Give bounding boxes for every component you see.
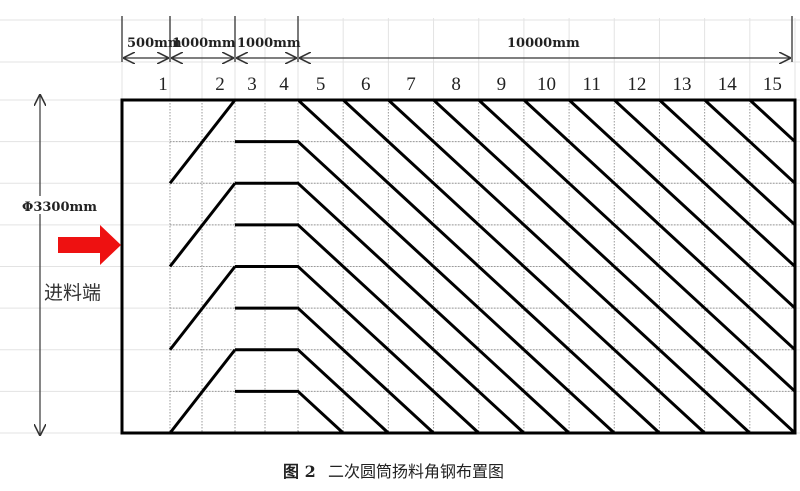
caption-number: 图 2 (283, 462, 316, 481)
column-number: 11 (583, 74, 601, 95)
angle-steel-spiral (342, 100, 706, 433)
angle-steel-ramp (168, 265, 237, 351)
angle-steel-ramp (168, 99, 237, 185)
dim-label-1000-b: 1000mm (237, 36, 301, 51)
angle-steel-spiral (298, 264, 480, 433)
dim-label-10000: 10000mm (507, 36, 580, 51)
angle-steel-spiral (298, 139, 616, 433)
angle-steel-spiral (387, 100, 751, 433)
column-number: 1 (158, 74, 168, 95)
column-number: 10 (537, 74, 556, 95)
caption-text: 二次圆筒扬料角钢布置图 (328, 462, 504, 481)
angle-steel-spiral (298, 306, 435, 433)
angle-steel-lines (168, 98, 795, 434)
angle-steel-spiral (298, 181, 571, 433)
column-numbers: 1 2 3 4 5 6 7 8 9 10 11 12 13 14 15 (158, 74, 782, 95)
angle-steel-spiral (298, 222, 525, 433)
spiral-lifters (298, 100, 795, 433)
dim-label-1000-a: 1000mm (172, 36, 236, 51)
column-number: 2 (215, 74, 225, 95)
dim-label-500: 500mm (127, 36, 182, 51)
diameter-label: Φ3300mm (22, 200, 97, 215)
angle-steel-spiral (522, 100, 795, 352)
label-backdrop (42, 280, 118, 304)
column-number: 4 (279, 74, 289, 95)
angle-steel-spiral (703, 100, 795, 186)
column-number: 12 (627, 74, 646, 95)
column-number: 7 (406, 74, 416, 95)
angle-steel-ramp (168, 348, 237, 434)
angle-steel-ramp (168, 182, 237, 268)
angle-steel-spiral (298, 347, 390, 433)
column-number: 15 (763, 74, 782, 95)
feed-direction-arrow (58, 225, 121, 265)
angle-steel-spiral (613, 100, 795, 269)
cylinder-outline (120, 98, 797, 435)
angle-steel-spiral (658, 100, 795, 227)
column-number: 5 (316, 74, 326, 95)
label-backdrop (18, 196, 110, 214)
dimension-lines (121, 16, 793, 62)
column-number: 13 (673, 74, 692, 95)
angle-steel-spiral (568, 100, 795, 311)
column-number: 9 (497, 74, 507, 95)
column-number: 14 (718, 74, 738, 95)
angle-steel-spiral (298, 100, 661, 433)
column-number: 6 (361, 74, 371, 95)
column-number: 3 (247, 74, 257, 95)
column-number: 8 (451, 74, 461, 95)
angle-steel-spiral (477, 100, 795, 394)
angle-steel-spiral (432, 100, 795, 433)
inlet-label: 进料端 (44, 282, 101, 304)
